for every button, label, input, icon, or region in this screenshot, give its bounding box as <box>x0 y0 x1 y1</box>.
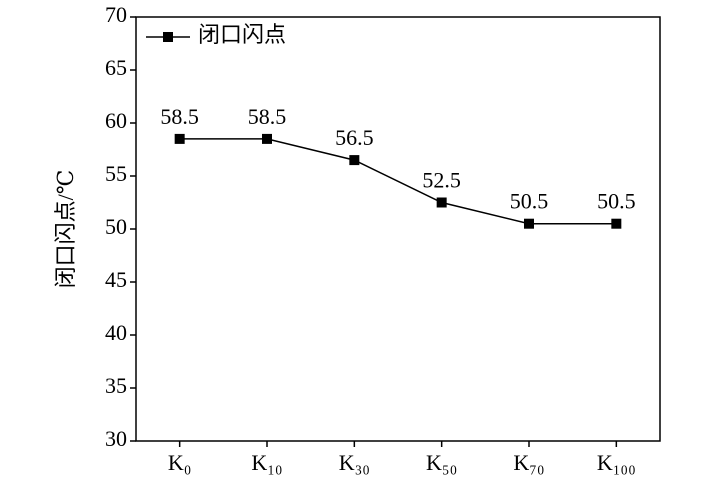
point <box>174 133 185 144</box>
value-label: 50.5 <box>510 189 549 214</box>
point <box>262 133 272 144</box>
y-tick-label: 35 <box>105 373 127 398</box>
x-tick-label: K₁₀₀ <box>597 450 636 475</box>
x-tick-label: K₅₀ <box>426 450 457 475</box>
point <box>349 155 360 166</box>
y-tick-label: 55 <box>105 161 127 186</box>
point <box>524 218 534 229</box>
x-tick-label: K₃₀ <box>339 450 370 475</box>
y-tick-label: 65 <box>105 55 127 80</box>
y-tick-label: 45 <box>105 267 127 292</box>
y-tick-label: 50 <box>105 214 127 239</box>
legend-marker <box>163 32 173 42</box>
y-tick-label: 60 <box>105 108 127 133</box>
point <box>436 197 447 208</box>
y-axis-label: 闭口闪点/℃ <box>53 170 78 289</box>
value-label: 58.5 <box>248 104 287 129</box>
x-tick-label: K₇₀ <box>513 450 544 475</box>
value-label: 58.5 <box>160 104 199 129</box>
x-tick-label: K₁₀ <box>251 450 282 475</box>
y-tick-label: 30 <box>105 426 127 451</box>
plot-frame <box>135 16 661 442</box>
value-label: 56.5 <box>335 125 374 150</box>
x-tick-label: K₀ <box>168 450 192 475</box>
y-tick-label: 40 <box>105 320 127 345</box>
point <box>611 218 622 229</box>
value-label: 50.5 <box>597 189 636 214</box>
value-label: 52.5 <box>422 168 461 193</box>
series-line <box>179 138 617 225</box>
y-tick-label: 70 <box>105 2 127 27</box>
legend-label: 闭口闪点 <box>198 22 286 47</box>
